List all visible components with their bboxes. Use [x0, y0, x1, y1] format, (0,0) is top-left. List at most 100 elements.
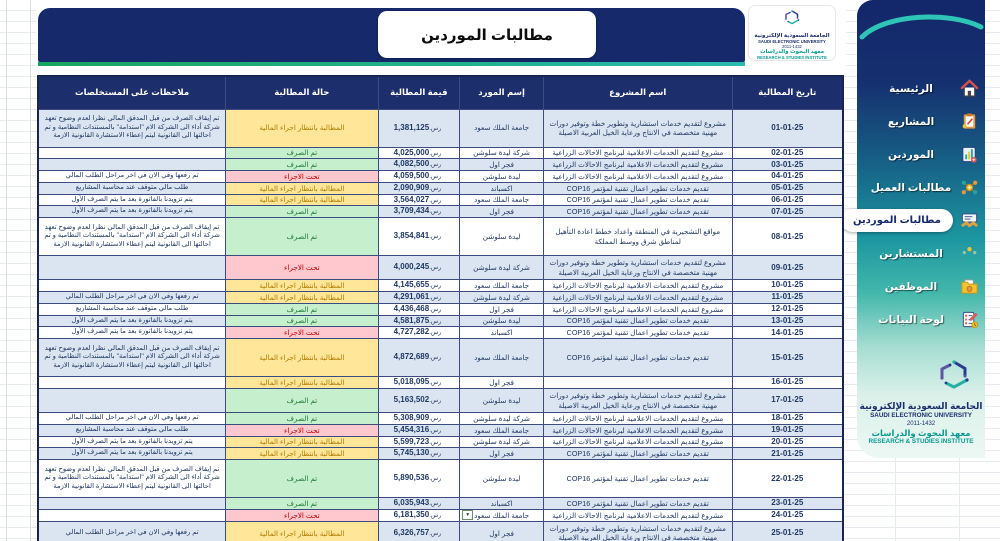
cell-notes[interactable]	[37, 255, 227, 281]
cell-claim-date[interactable]: 05-01-25	[731, 181, 844, 195]
cell-project-name[interactable]: مشروع لتقديم خدمات استشارية وتطوير خطة و…	[542, 108, 733, 148]
cell-project-name[interactable]: مشروع لتقديم خدمات استشارية وتطوير خطة و…	[542, 255, 733, 281]
cell-notes[interactable]: يتم تزويدنا بالفاتورة بعد ما يتم الصرف ا…	[37, 447, 227, 461]
cell-notes[interactable]: تم إيقاف الصرف من قبل المدقق المالي نظرا…	[37, 217, 227, 257]
cell-claim-date[interactable]: 10-01-25	[731, 279, 844, 293]
cell-claim-value[interactable]: رس.6,035,943	[377, 497, 461, 511]
column-header-notes[interactable]: ملاحظات على المستخلصات	[37, 75, 227, 110]
cell-claim-status[interactable]: تم الصرف	[225, 302, 379, 316]
cell-claim-status[interactable]: المطالبة بانتظار اجراء المالية	[225, 279, 379, 293]
supplier-dropdown[interactable]: ▼	[462, 510, 474, 521]
cell-claim-value[interactable]: رس.4,727,282	[377, 326, 461, 340]
cell-claim-date[interactable]: 25-01-25	[731, 520, 844, 541]
cell-claim-date[interactable]: 19-01-25	[731, 423, 844, 437]
sidebar-item-employees[interactable]: الموظفين	[857, 270, 985, 303]
cell-project-name[interactable]: مشروع لتقديم خدمات استشارية وتطوير خطة و…	[542, 520, 733, 541]
cell-notes[interactable]: تم رفعها وفي الان في اخر مراحل الطلب الم…	[37, 291, 227, 304]
cell-claim-status[interactable]: المطالبة بانتظار اجراء المالية	[225, 520, 379, 541]
cell-claim-date[interactable]: 24-01-25	[731, 509, 844, 522]
cell-claim-date[interactable]: 15-01-25	[731, 338, 844, 378]
cell-supplier-name[interactable]: ليدة سلوشن	[459, 217, 544, 257]
cell-claim-status[interactable]: المطالبة بانتظار اجراء المالية	[225, 447, 379, 461]
cell-supplier-name[interactable]: فجر اول	[459, 376, 544, 390]
cell-notes[interactable]: طلب مالي متوقف عند محاسبة المشاريع	[37, 181, 227, 195]
cell-supplier-name[interactable]: جامعة الملك سعود	[459, 193, 544, 207]
cell-claim-value[interactable]: رس.4,145,655	[377, 279, 461, 293]
cell-supplier-name[interactable]: جامعة الملك سعود	[459, 279, 544, 293]
cell-supplier-name[interactable]: جامعة الملك سعود ▼	[459, 509, 544, 522]
cell-notes[interactable]: يتم تزويدنا بالفاتورة بعد ما يتم الصرف ا…	[37, 435, 227, 449]
cell-project-name[interactable]: مشروع لتقديم الخدمات الاعلامية لبرنامج ا…	[542, 302, 733, 316]
sidebar-item-projects[interactable]: المشاريع	[857, 105, 985, 138]
sidebar-item-client-claims[interactable]: مطالبات العميل	[857, 171, 985, 204]
cell-supplier-name[interactable]: شركة ليدة سلوشن	[459, 146, 544, 160]
cell-claim-date[interactable]: 14-01-25	[731, 326, 844, 340]
cell-notes[interactable]: تم إيقاف الصرف من قبل المدقق المالي نظرا…	[37, 459, 227, 499]
cell-project-name[interactable]: تقديم خدمات تطوير اعمال تقنية لمؤتمر COP…	[542, 205, 733, 219]
cell-claim-value[interactable]: رس.5,454,316	[377, 423, 461, 437]
cell-supplier-name[interactable]: جامعة الملك سعود	[459, 338, 544, 378]
cell-claim-status[interactable]: تحت الاجراء	[225, 170, 379, 183]
cell-claim-status[interactable]: تم الصرف	[225, 205, 379, 219]
cell-supplier-name[interactable]: شركة ليدة سلوشن	[459, 291, 544, 304]
cell-notes[interactable]: طلب مالي متوقف عند محاسبة المشاريع	[37, 423, 227, 437]
cell-claim-date[interactable]: 17-01-25	[731, 388, 844, 414]
cell-claim-value[interactable]: رس.5,163,502	[377, 388, 461, 414]
cell-project-name[interactable]: مشروع لتقديم الخدمات الاعلامية لبرنامج ا…	[542, 279, 733, 293]
cell-claim-value[interactable]: رس.4,581,875	[377, 314, 461, 328]
sidebar-item-home[interactable]: الرئيسية	[857, 72, 985, 105]
cell-claim-status[interactable]: المطالبة بانتظار اجراء المالية	[225, 435, 379, 449]
column-header-value[interactable]: قيمة المطالبة	[377, 75, 461, 110]
cell-notes[interactable]: يتم تزويدنا بالفاتورة بعد ما يتم الصرف ا…	[37, 314, 227, 328]
cell-claim-status[interactable]: المطالبة بانتظار اجراء المالية	[225, 291, 379, 304]
cell-notes[interactable]	[37, 497, 227, 511]
cell-claim-date[interactable]: 02-01-25	[731, 146, 844, 160]
cell-claim-status[interactable]: تم الصرف	[225, 217, 379, 257]
cell-notes[interactable]	[37, 158, 227, 172]
cell-claim-value[interactable]: رس.5,018,095	[377, 376, 461, 390]
cell-supplier-name[interactable]: شركة ليدة سلوشن	[459, 435, 544, 449]
cell-claim-date[interactable]: 07-01-25	[731, 205, 844, 219]
cell-claim-value[interactable]: رس.5,308,909	[377, 412, 461, 425]
cell-claim-value[interactable]: رس.5,599,723	[377, 435, 461, 449]
cell-claim-date[interactable]: 06-01-25	[731, 193, 844, 207]
cell-notes[interactable]	[37, 376, 227, 390]
cell-project-name[interactable]	[542, 376, 733, 390]
column-header-project[interactable]: اسم المشروع	[542, 75, 733, 110]
cell-project-name[interactable]: مشروع لتقديم الخدمات الاعلامية لبرنامج ا…	[542, 158, 733, 172]
cell-claim-value[interactable]: رس.4,872,689	[377, 338, 461, 378]
cell-claim-date[interactable]: 08-01-25	[731, 217, 844, 257]
cell-supplier-name[interactable]: شركة ليدة سلوشن	[459, 255, 544, 281]
cell-notes[interactable]	[37, 279, 227, 293]
cell-claim-date[interactable]: 23-01-25	[731, 497, 844, 511]
cell-claim-status[interactable]: تم الصرف	[225, 497, 379, 511]
cell-claim-status[interactable]: تم الصرف	[225, 158, 379, 172]
cell-claim-value[interactable]: رس.4,000,245	[377, 255, 461, 281]
cell-notes[interactable]	[37, 146, 227, 160]
cell-notes[interactable]: تم رفعها وفي الان في اخر مراحل الطلب الم…	[37, 170, 227, 183]
cell-claim-date[interactable]: 21-01-25	[731, 447, 844, 461]
cell-project-name[interactable]: تقديم خدمات تطوير اعمال تقنية لمؤتمر COP…	[542, 181, 733, 195]
cell-claim-status[interactable]: المطالبة بانتظار اجراء المالية	[225, 108, 379, 148]
cell-claim-date[interactable]: 12-01-25	[731, 302, 844, 316]
cell-claim-status[interactable]: تحت الاجراء	[225, 255, 379, 281]
cell-notes[interactable]: تم إيقاف الصرف من قبل المدقق المالي نظرا…	[37, 338, 227, 378]
cell-claim-status[interactable]: تحت الاجراء	[225, 509, 379, 522]
cell-supplier-name[interactable]: شركة ليدة سلوشن	[459, 412, 544, 425]
cell-claim-status[interactable]: تم الصرف	[225, 459, 379, 499]
cell-claim-value[interactable]: رس.4,082,500	[377, 158, 461, 172]
column-header-status[interactable]: حالة المطالبة	[225, 75, 379, 110]
cell-claim-value[interactable]: رس.4,059,500	[377, 170, 461, 183]
cell-project-name[interactable]: مشروع لتقديم الخدمات الاعلامية لبرنامج ا…	[542, 423, 733, 437]
cell-claim-date[interactable]: 01-01-25	[731, 108, 844, 148]
cell-claim-value[interactable]: رس.4,025,000	[377, 146, 461, 160]
cell-claim-date[interactable]: 16-01-25	[731, 376, 844, 390]
cell-notes[interactable]: تم رفعها وفي الان في اخر مراحل الطلب الم…	[37, 412, 227, 425]
cell-project-name[interactable]: تقديم خدمات تطوير اعمال تقنية لمؤتمر COP…	[542, 314, 733, 328]
cell-claim-date[interactable]: 04-01-25	[731, 170, 844, 183]
sidebar-item-dashboard[interactable]: لوحة البيانات	[857, 303, 985, 336]
cell-supplier-name[interactable]: اكسباند	[459, 497, 544, 511]
cell-claim-date[interactable]: 03-01-25	[731, 158, 844, 172]
cell-project-name[interactable]: مشروع لتقديم خدمات استشارية وتطوير خطة و…	[542, 388, 733, 414]
cell-supplier-name[interactable]: فجر اول	[459, 302, 544, 316]
